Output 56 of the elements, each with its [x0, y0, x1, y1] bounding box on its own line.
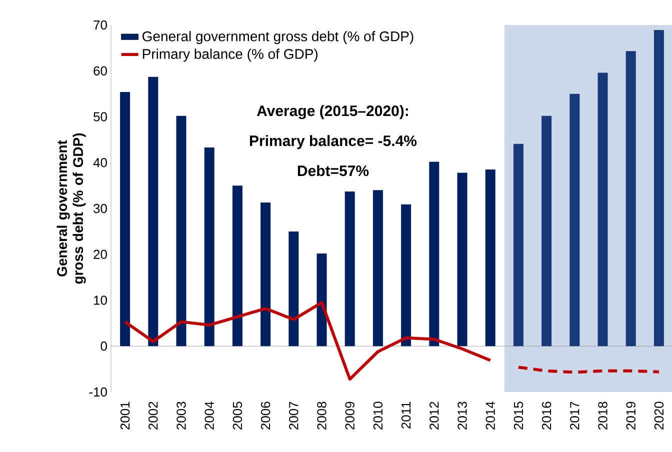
x-tick-label: 2005	[232, 402, 242, 430]
y-tick-label: 70	[94, 20, 107, 30]
bar	[542, 116, 552, 346]
x-tick-label: 2007	[289, 402, 298, 430]
line-series	[124, 301, 492, 381]
y-tick-label: 60	[94, 66, 107, 76]
x-tick-label: 2010	[373, 402, 383, 430]
x-tick-label: 2011	[401, 402, 411, 428]
x-tick-label: 2008	[317, 402, 326, 430]
y-tick-label: 0	[100, 342, 107, 351]
y-tick-label: 20	[94, 250, 107, 259]
bar	[457, 172, 468, 346]
x-tick-label: 2009	[345, 402, 354, 430]
x-tick-label: 2017	[570, 402, 580, 430]
y-tick-label: 10	[94, 296, 107, 305]
bar	[570, 94, 580, 346]
x-tick-label: 2016	[542, 402, 552, 430]
annotation: Debt=57%	[298, 165, 369, 176]
bar	[513, 144, 524, 346]
bar	[120, 92, 130, 346]
x-tick-label: 2019	[626, 402, 636, 430]
bar	[626, 51, 636, 346]
bar	[344, 192, 355, 346]
annotation: Primary balance= -5.4%	[250, 135, 417, 150]
x-tick-label: 2002	[148, 402, 158, 430]
bar	[232, 186, 242, 346]
annotation: Average (2015–2020):	[256, 105, 408, 120]
y-tick-label: 50	[94, 112, 107, 122]
bar	[485, 170, 496, 346]
x-tick-label: 2020	[654, 402, 664, 430]
x-tick-label: 2015	[514, 402, 524, 430]
y-axis-title: General government gross debt (% of GDP)	[56, 133, 86, 284]
bar	[260, 202, 271, 346]
y-tick-label: 40	[93, 158, 107, 168]
x-tick-label: 2018	[598, 402, 608, 430]
bar	[429, 162, 440, 346]
y-tick-label: 30	[94, 204, 107, 214]
legend-label: General government gross debt (% of GDP)	[142, 31, 414, 44]
x-tick-label: 2006	[260, 402, 270, 430]
bar	[654, 30, 664, 346]
x-tick-label: 2013	[458, 402, 467, 430]
bar	[598, 72, 608, 346]
y-tick-label: -10	[89, 387, 107, 397]
legend-label: Primary balance (% of GDP)	[142, 48, 318, 62]
bar	[176, 116, 186, 346]
bar	[204, 147, 214, 346]
bar	[372, 190, 383, 346]
x-tick-label: 2014	[486, 402, 495, 430]
bar	[148, 76, 158, 346]
x-tick-label: 2012	[430, 402, 439, 430]
x-tick-label: 2003	[176, 402, 186, 430]
x-tick-label: 2004	[204, 402, 214, 430]
bar	[401, 204, 412, 346]
x-tick-label: 2001	[120, 402, 130, 430]
bar	[288, 231, 299, 346]
bar	[316, 253, 327, 346]
